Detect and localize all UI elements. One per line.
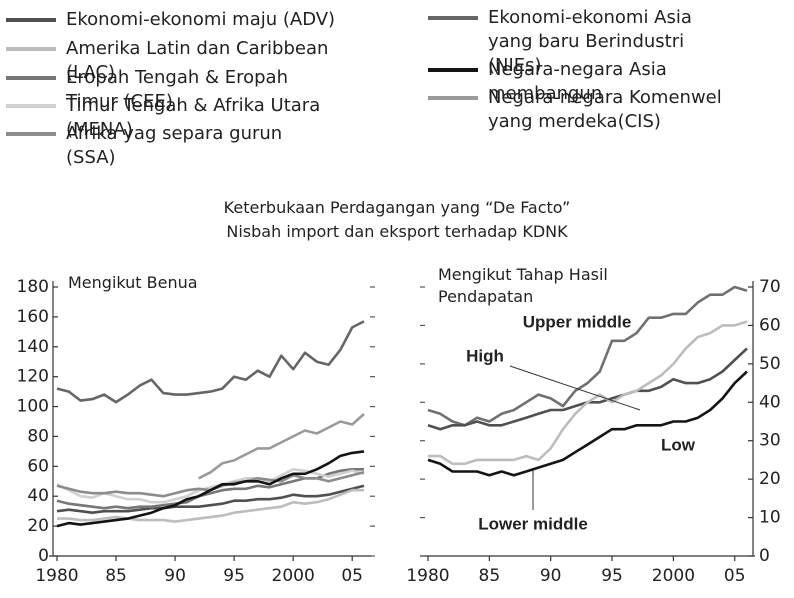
x-tick-label: 95: [223, 566, 245, 586]
x-tick-label: 95: [601, 566, 623, 586]
legend-label: Eropah Tengah & Eropah Timur (CEE): [66, 67, 288, 112]
x-tick-label: 1980: [406, 566, 449, 586]
x-tick-label: 90: [164, 566, 186, 586]
y-tick-label: 100: [17, 397, 49, 417]
legend-item: Negara-negara Asia membangun: [428, 58, 728, 106]
y-tick-label: 20: [27, 516, 49, 536]
legend-label: Ekonomi-ekonomi Asia yang baru Berindust…: [488, 7, 692, 76]
y-tick-label: 50: [759, 354, 781, 374]
y-tick-label: 60: [27, 456, 49, 476]
y-tick-label: 180: [17, 277, 49, 297]
line-series: [428, 320, 748, 466]
y-tick-label: 80: [27, 426, 49, 446]
line-series: [56, 320, 365, 404]
x-tick-label: 85: [105, 566, 127, 586]
x-tick-label: 05: [341, 566, 363, 586]
legend-item: Ekonomi-ekonomi maju (ADV): [6, 8, 336, 32]
legend-item: Ekonomi-ekonomi Asia yang baru Berindust…: [428, 6, 728, 78]
legend-swatch: [6, 104, 56, 108]
y-tick-label: 0: [38, 546, 49, 566]
x-tick-label: 2000: [652, 566, 695, 586]
legend-swatch: [6, 18, 56, 22]
legend-label: Negara-negara Asia membangun: [488, 59, 667, 104]
legend-swatch: [6, 76, 56, 80]
leader-line: [509, 365, 641, 411]
chart-title: Keterbukaan Perdagangan yang “De Facto”: [223, 198, 571, 217]
panel-title: Mengikut Benua: [68, 273, 198, 292]
y-tick-label: 0: [759, 546, 770, 566]
series-label: Lower middle: [478, 514, 588, 533]
line-series: [56, 468, 365, 504]
legend-label: Amerika Latin dan Caribbean (LAC): [66, 38, 329, 83]
y-tick-label: 60: [759, 315, 781, 335]
line-series: [198, 413, 365, 480]
legend-swatch: [6, 132, 56, 136]
x-tick-label: 1980: [35, 566, 78, 586]
legend-label: Afrika yag separa gurun (SSA): [66, 123, 283, 168]
x-tick-label: 90: [540, 566, 562, 586]
legend-swatch: [428, 96, 478, 100]
line-series: [56, 450, 365, 528]
y-tick-label: 40: [27, 486, 49, 506]
legend-swatch: [428, 16, 478, 20]
line-series: [427, 285, 748, 427]
line-series: [56, 484, 365, 514]
legend-label: Ekonomi-ekonomi maju (ADV): [66, 9, 336, 30]
y-tick-label: 40: [759, 392, 781, 412]
x-tick-label: 2000: [272, 566, 315, 586]
legend-item: Negara-negara Komenwel yang merdeka(CIS): [428, 86, 728, 134]
y-tick-label: 140: [17, 337, 49, 357]
y-tick-label: 160: [17, 307, 49, 327]
y-tick-label: 70: [759, 277, 781, 297]
series-label: Upper middle: [523, 312, 632, 331]
legend-item: Eropah Tengah & Eropah Timur (CEE): [6, 66, 336, 114]
y-tick-label: 120: [17, 367, 49, 387]
legend-label: Timur Tengah & Afrika Utara (MENA): [66, 95, 321, 140]
series-label: High: [466, 346, 504, 365]
legend-swatch: [428, 68, 478, 72]
legend-label: Negara-negara Komenwel yang merdeka(CIS): [488, 87, 722, 132]
y-tick-label: 10: [759, 508, 781, 528]
y-tick-label: 20: [759, 469, 781, 489]
line-series: [57, 488, 364, 523]
line-series: [427, 370, 748, 477]
y-tick-label: 30: [759, 431, 781, 451]
x-tick-label: 05: [724, 566, 746, 586]
legend-item: Timur Tengah & Afrika Utara (MENA): [6, 94, 336, 142]
panel-title: Mengikut Tahap Hasil Pendapatan: [438, 265, 608, 306]
legend-item: Amerika Latin dan Caribbean (LAC): [6, 37, 336, 85]
series-label: Low: [661, 435, 696, 454]
x-tick-label: 85: [479, 566, 501, 586]
legend-swatch: [6, 47, 56, 51]
chart-subtitle: Nisbah import dan eksport terhadap KDNK: [226, 222, 568, 241]
legend-item: Afrika yag separa gurun (SSA): [6, 122, 336, 170]
